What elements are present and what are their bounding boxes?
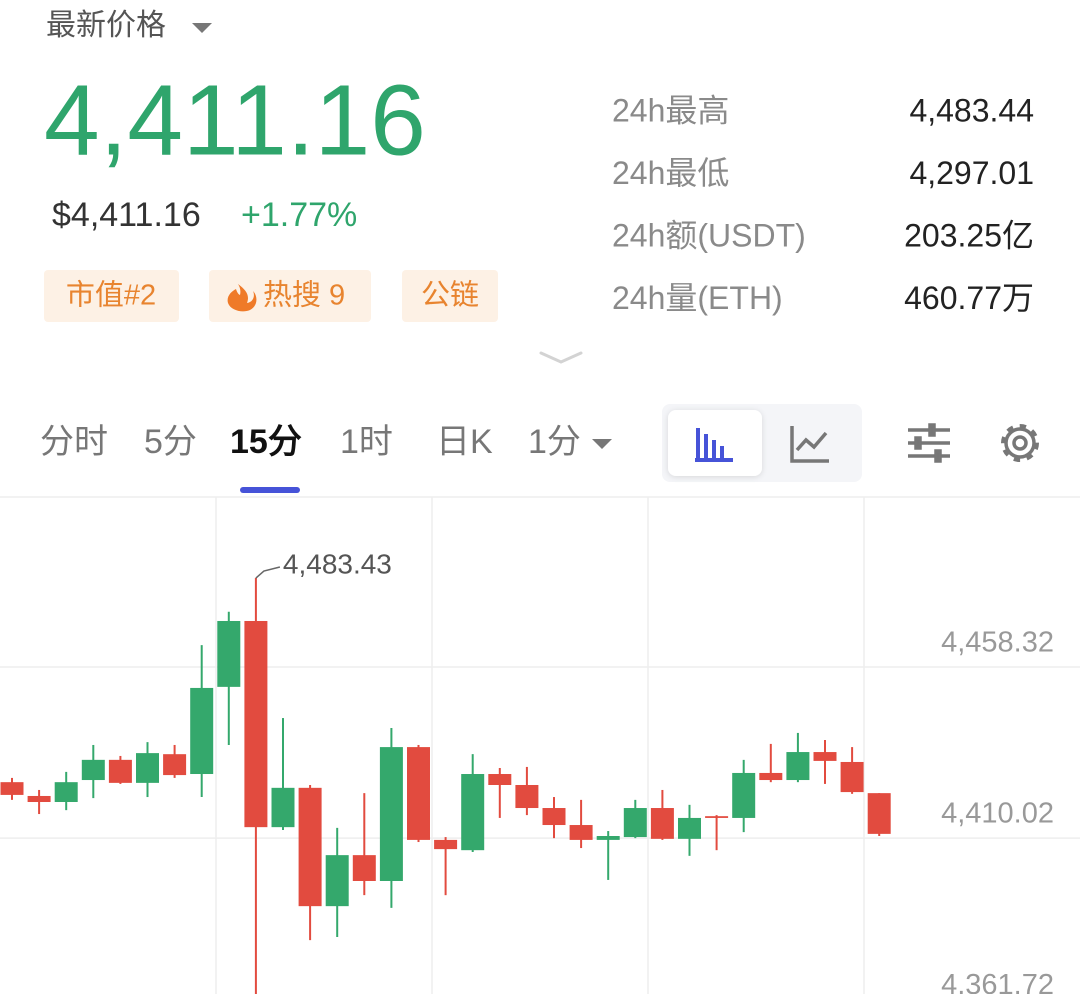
stat-label: 24h量(ETH): [612, 280, 783, 316]
tag-bg[interactable]: [44, 270, 179, 322]
candle-body: [217, 620, 241, 687]
tab[interactable]: 5分: [144, 423, 197, 461]
stat-label: 24h额(USDT): [612, 217, 806, 253]
candle-body: [786, 752, 810, 781]
dropdown-arrow[interactable]: [592, 439, 612, 449]
candle-body: [732, 772, 756, 818]
candle-body: [244, 620, 268, 828]
high-annotation: 4,483.43: [283, 548, 392, 579]
chart: 4,458.32 4,410.02 4,361.72 4,483.43: [0, 548, 1080, 994]
candle-body: [569, 825, 593, 840]
tag[interactable]: 热搜 9: [263, 279, 345, 312]
active-tab-underline: [240, 487, 300, 493]
fire-icon: [227, 284, 257, 312]
candle-body: [54, 782, 78, 803]
candle-body: [352, 855, 376, 881]
tab[interactable]: 日K: [436, 423, 493, 461]
candle-body: [678, 817, 701, 839]
candle-body: [434, 839, 458, 850]
candle-body: [163, 754, 187, 776]
candle-body: [325, 855, 349, 907]
candle-body: [271, 787, 295, 828]
line-icon[interactable]: [790, 426, 829, 463]
candle-icon[interactable]: [695, 428, 733, 462]
candle-body: [0, 782, 24, 795]
y-tick-label: 4,410.02: [941, 798, 1054, 830]
tab[interactable]: 分时: [40, 423, 108, 461]
tabs: 分时 5分 15分 1时 日K 1分: [40, 423, 581, 461]
tab[interactable]: 1时: [340, 423, 393, 461]
candle-body: [81, 759, 105, 781]
y-tick-label: 4,458.32: [941, 627, 1054, 659]
y-tick-label: 4,361.72: [941, 969, 1054, 994]
stat-value: 4,297.01: [909, 155, 1034, 191]
candle-body: [515, 784, 539, 809]
candle-body: [705, 816, 729, 818]
candle-body: [298, 787, 322, 907]
indicator-icon[interactable]: [908, 423, 950, 463]
tag[interactable]: 公链: [421, 279, 479, 312]
candle-body: [542, 808, 566, 826]
candle-body: [379, 747, 403, 881]
candle-body: [407, 747, 430, 840]
expand-chevron[interactable]: [539, 351, 583, 364]
vertical-grid: [215, 497, 865, 994]
header-title[interactable]: 最新价格: [46, 9, 166, 42]
candle-body: [488, 774, 512, 785]
candle-body: [813, 752, 837, 761]
candle-body: [136, 753, 159, 783]
annotation-leader: [255, 566, 281, 579]
settings-icon[interactable]: [1001, 424, 1039, 462]
dropdown-arrow[interactable]: [192, 23, 212, 33]
candle-body: [867, 793, 891, 834]
tab[interactable]: 15分: [230, 423, 302, 461]
tag[interactable]: 市值#2: [66, 279, 156, 312]
stat-value: 203.25亿: [904, 217, 1034, 253]
usd-price: $4,411.16: [52, 196, 201, 234]
tag-bg[interactable]: [402, 270, 498, 322]
candle-body: [596, 836, 620, 840]
stats: 24h最高 4,483.44 24h最低 4,297.01 24h额(USDT) 203.…: [612, 92, 1034, 316]
stat-label: 24h最高: [612, 92, 729, 128]
candle-body: [27, 795, 51, 803]
stat-value: 4,483.44: [909, 92, 1034, 128]
candle-body: [108, 759, 132, 783]
candle-body: [759, 772, 783, 781]
stat-label: 24h最低: [612, 155, 729, 191]
candle-body: [461, 774, 485, 851]
tab[interactable]: 1分: [528, 423, 581, 461]
candle-body: [650, 808, 674, 839]
price-change: +1.77%: [241, 196, 357, 234]
candle-body: [840, 761, 864, 793]
stat-value: 460.77万: [904, 280, 1034, 316]
candle-body: [190, 687, 214, 775]
last-price: 4,411.16: [44, 64, 426, 176]
candle-body: [623, 808, 647, 838]
